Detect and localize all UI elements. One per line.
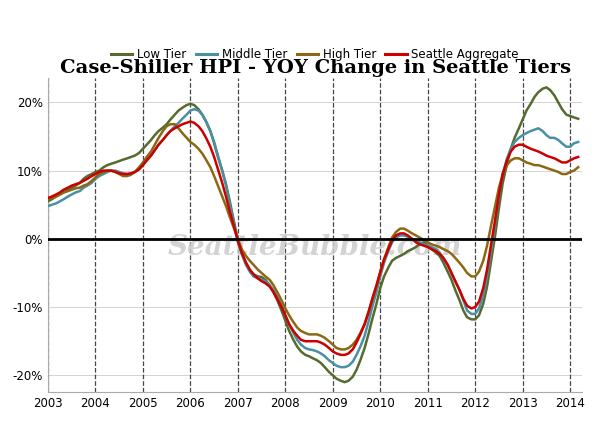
Low Tier	[341, 380, 348, 385]
Text: SeattleBubble.com: SeattleBubble.com	[168, 235, 462, 262]
Middle Tier	[337, 364, 344, 370]
Low Tier	[325, 369, 332, 375]
Middle Tier	[329, 361, 337, 366]
High Tier	[329, 342, 337, 347]
High Tier	[511, 156, 518, 161]
High Tier	[167, 122, 174, 127]
Seattle Aggregate	[167, 129, 174, 134]
Low Tier	[167, 117, 174, 122]
Middle Tier	[511, 140, 518, 145]
High Tier	[432, 243, 439, 248]
Line: High Tier: High Tier	[48, 124, 578, 349]
Low Tier	[428, 246, 435, 252]
Line: Middle Tier: Middle Tier	[48, 109, 578, 367]
Legend: Low Tier, Middle Tier, High Tier, Seattle Aggregate: Low Tier, Middle Tier, High Tier, Seattl…	[106, 44, 524, 66]
High Tier	[171, 122, 178, 127]
High Tier	[337, 347, 344, 352]
Seattle Aggregate	[337, 352, 344, 358]
Seattle Aggregate	[575, 154, 582, 160]
Middle Tier	[191, 106, 198, 112]
Middle Tier	[44, 204, 52, 209]
Seattle Aggregate	[187, 119, 194, 124]
Low Tier	[543, 85, 550, 90]
Middle Tier	[547, 135, 554, 140]
Seattle Aggregate	[547, 154, 554, 160]
High Tier	[575, 164, 582, 170]
Low Tier	[575, 116, 582, 121]
Middle Tier	[353, 352, 360, 358]
Low Tier	[547, 88, 554, 93]
Low Tier	[507, 146, 514, 151]
Seattle Aggregate	[44, 195, 52, 201]
Seattle Aggregate	[329, 349, 337, 354]
Seattle Aggregate	[353, 340, 360, 345]
Title: Case-Shiller HPI - YOY Change in Seattle Tiers: Case-Shiller HPI - YOY Change in Seattle…	[59, 59, 571, 77]
Middle Tier	[167, 129, 174, 134]
Seattle Aggregate	[511, 144, 518, 150]
Low Tier	[349, 374, 356, 379]
High Tier	[547, 167, 554, 172]
Middle Tier	[575, 140, 582, 145]
Line: Seattle Aggregate: Seattle Aggregate	[48, 122, 578, 355]
High Tier	[44, 197, 52, 202]
Middle Tier	[432, 246, 439, 252]
Line: Low Tier: Low Tier	[48, 87, 578, 382]
Seattle Aggregate	[432, 249, 439, 254]
High Tier	[353, 337, 360, 342]
Low Tier	[44, 199, 52, 204]
